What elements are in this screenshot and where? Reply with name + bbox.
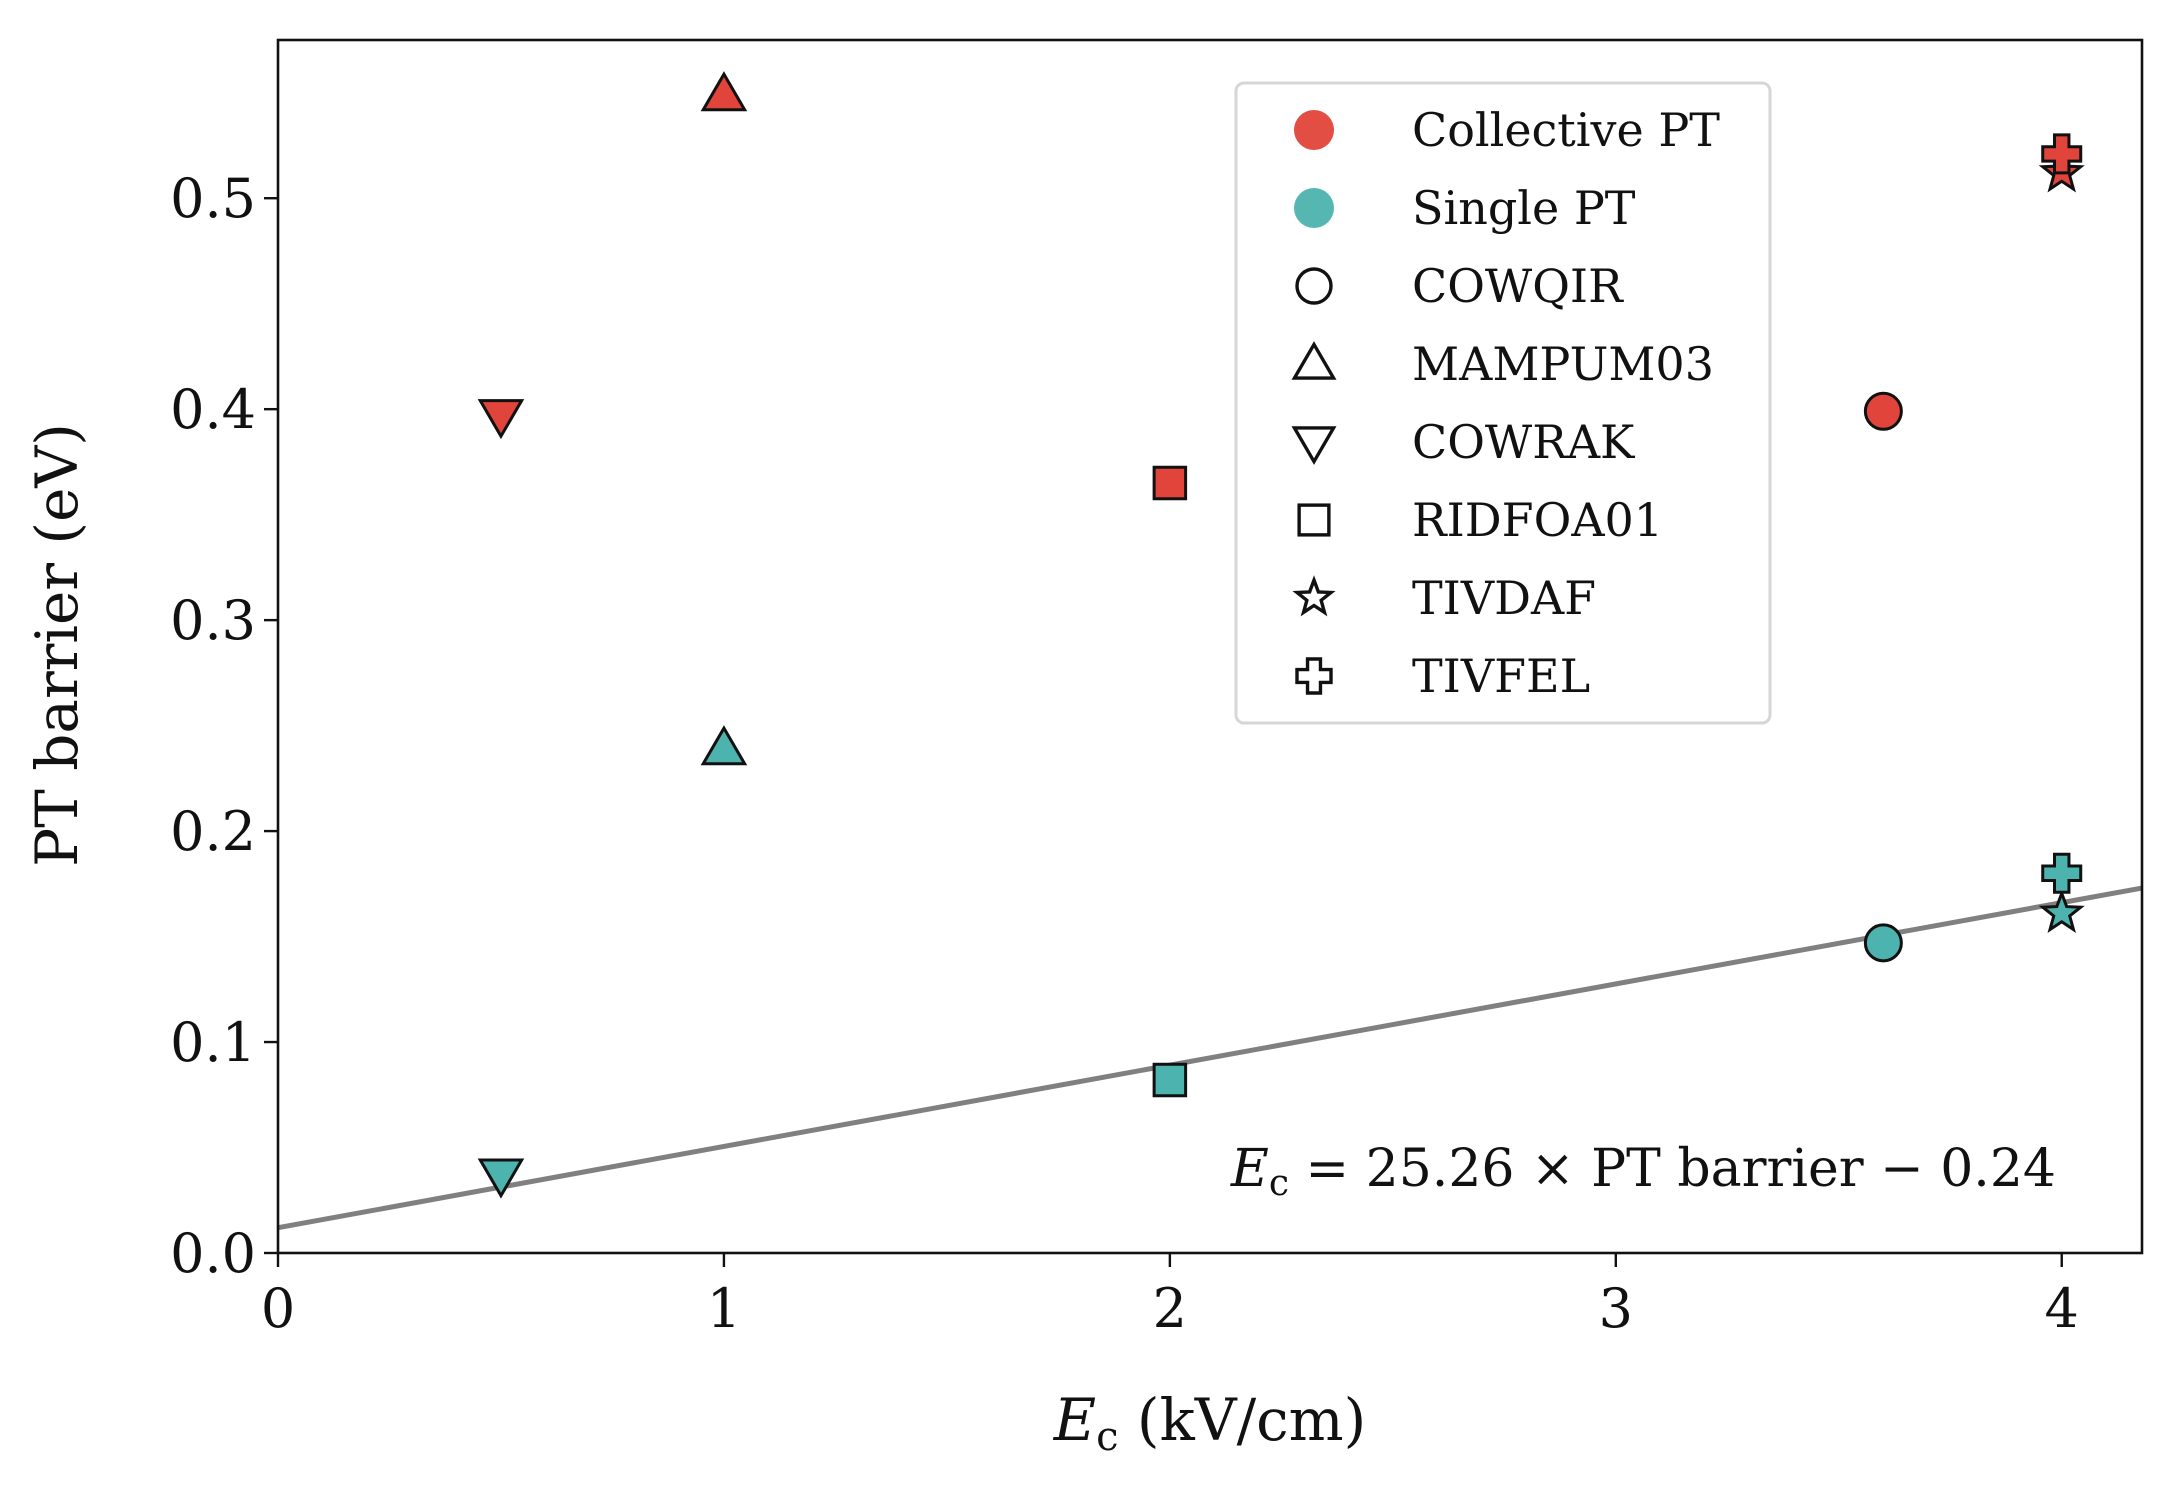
legend-box [1234, 81, 1772, 725]
x-axis-title-unit: (kV/cm) [1119, 1386, 1367, 1454]
x-tick-label: 0 [261, 1277, 295, 1340]
legend-marker [1294, 188, 1334, 228]
legend-label: COWRAK [1412, 415, 1636, 469]
y-axis-title: PT barrier (eV) [23, 423, 91, 867]
x-tick-label: 3 [1599, 1277, 1633, 1340]
x-tick-label: 1 [707, 1277, 741, 1340]
data-point-collective-cowqir [1863, 391, 1903, 431]
data-point-single-cowqir [1863, 923, 1903, 963]
x-tick-label: 2 [1153, 1277, 1187, 1340]
x-axis-title-symbol: E [1053, 1386, 1096, 1454]
y-tick-label: 0.0 [170, 1222, 256, 1285]
legend-marker [1291, 341, 1337, 380]
fit-equation-subscript: c [1269, 1163, 1289, 1204]
legend-label: TIVDAF [1412, 571, 1596, 625]
axes: 0 1 2 3 4 0.0 0.1 0.2 0.3 0.4 0.5 [170, 38, 2144, 1340]
legend-label: Single PT [1412, 181, 1636, 235]
legend-marker [1297, 503, 1331, 537]
y-tick-label: 0.2 [170, 800, 256, 863]
legend-label: COWQIR [1412, 259, 1624, 313]
legend: Collective PT Single PT COWQIR MAMPUM03 COWR… [1234, 81, 1772, 725]
x-axis-title: Ec (kV/cm) [1053, 1386, 1367, 1460]
y-tick-label: 0.5 [170, 167, 256, 230]
data-point-single-tivfel [2041, 852, 2083, 894]
x-tick-label: 4 [2045, 1277, 2079, 1340]
data-points [477, 71, 2085, 1199]
fit-line [277, 885, 2143, 1231]
data-point-single-ridfoa01 [1152, 1062, 1188, 1098]
legend-marker [1295, 267, 1333, 305]
legend-label: Collective PT [1412, 103, 1720, 157]
data-point-collective-ridfoa01 [1152, 465, 1188, 501]
legend-marker [1292, 575, 1336, 617]
x-axis-title-subscript: c [1096, 1414, 1118, 1460]
legend-marker [1291, 426, 1337, 465]
legend-label: MAMPUM03 [1412, 337, 1714, 391]
data-point-collective-mampum03 [700, 71, 748, 112]
legend-marker [1295, 657, 1333, 695]
fit-equation-symbol: E [1230, 1139, 1269, 1199]
data-point-single-tivdaf [2038, 889, 2085, 933]
data-point-collective-tivfel [2041, 133, 2083, 175]
data-point-single-mampum03 [700, 725, 748, 766]
data-point-collective-cowrak [477, 399, 525, 440]
legend-label: RIDFOA01 [1412, 493, 1663, 547]
plot-area [277, 885, 2143, 1231]
y-tick-label: 0.1 [170, 1011, 256, 1074]
legend-label: TIVFEL [1412, 649, 1590, 703]
y-tick-label: 0.4 [170, 378, 256, 441]
fit-equation-annotation: Ec = 25.26 × PT barrier − 0.24 [1230, 1139, 2056, 1204]
legend-marker [1294, 110, 1334, 150]
axis-labels: PT barrier (eV) Ec (kV/cm) Ec = 25.26 × … [23, 423, 2056, 1460]
fit-equation-text: = 25.26 × PT barrier − 0.24 [1289, 1139, 2056, 1199]
y-tick-label: 0.3 [170, 589, 256, 652]
data-point-single-cowrak [477, 1158, 525, 1199]
plot-frame [276, 38, 2144, 1255]
